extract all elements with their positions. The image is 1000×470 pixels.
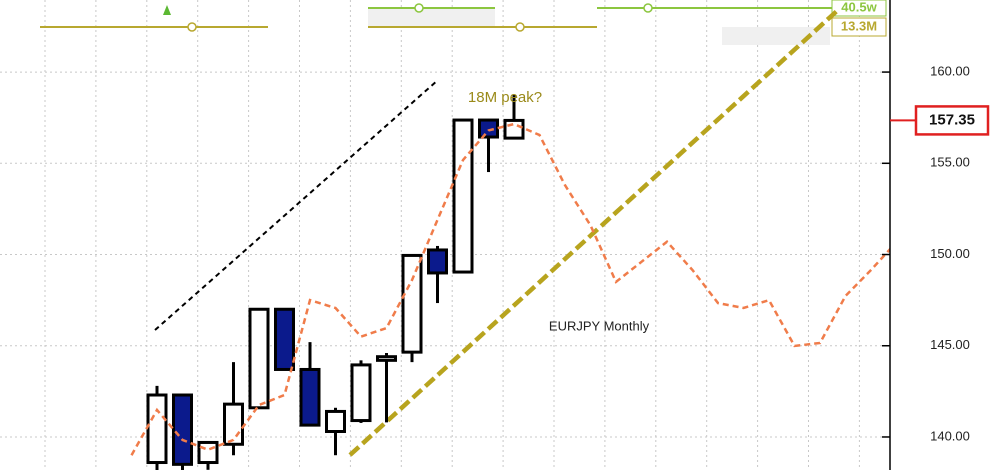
trend-line xyxy=(348,8,840,457)
indicator-dot xyxy=(187,22,197,32)
y-tick-label: 140.00 xyxy=(930,428,970,443)
indicator-arrow xyxy=(163,5,171,15)
y-tick-label: 155.00 xyxy=(930,155,970,170)
y-tick-label: 150.00 xyxy=(930,246,970,261)
y-tick-label: 160.00 xyxy=(930,64,970,79)
indicator-dot xyxy=(414,3,424,13)
candle-body xyxy=(223,402,244,446)
candle-body xyxy=(350,363,372,423)
candle-body xyxy=(299,367,321,427)
indicator-dot xyxy=(643,3,653,13)
series xyxy=(130,95,890,470)
indicator-label: 13.3M xyxy=(841,18,877,33)
indicator-band xyxy=(368,8,495,27)
candle-body xyxy=(427,248,448,275)
candle-body xyxy=(325,409,346,434)
indicator-bar: 40.5w 13.3M xyxy=(40,0,887,45)
grid xyxy=(0,0,890,470)
candle-body xyxy=(248,307,270,410)
chart-title: EURJPY Monthly xyxy=(549,318,650,333)
candle-body xyxy=(401,253,423,354)
last-price-label: 157.35 xyxy=(929,111,975,128)
candle-body xyxy=(146,393,168,465)
indicator-label-box xyxy=(831,17,887,37)
candle-body xyxy=(452,118,474,274)
y-tick-label: 145.00 xyxy=(930,337,970,352)
indicator-label-box xyxy=(831,0,887,17)
annotation: 18M peak? xyxy=(468,89,542,106)
indicator-label: 40.5w xyxy=(841,0,877,14)
candle-body xyxy=(172,393,193,466)
indicator-dot xyxy=(515,22,525,32)
candle-body xyxy=(376,355,397,362)
last-price-box xyxy=(914,105,990,136)
y-axis-ticks: 140.00 145.00 150.00 155.00 160.00 157.35 xyxy=(882,64,990,443)
candle-body xyxy=(478,118,499,139)
candle-body xyxy=(274,307,295,371)
moving-average xyxy=(130,122,890,456)
candle-body xyxy=(503,118,525,140)
plot-area xyxy=(130,8,890,470)
candle-body xyxy=(197,440,219,465)
